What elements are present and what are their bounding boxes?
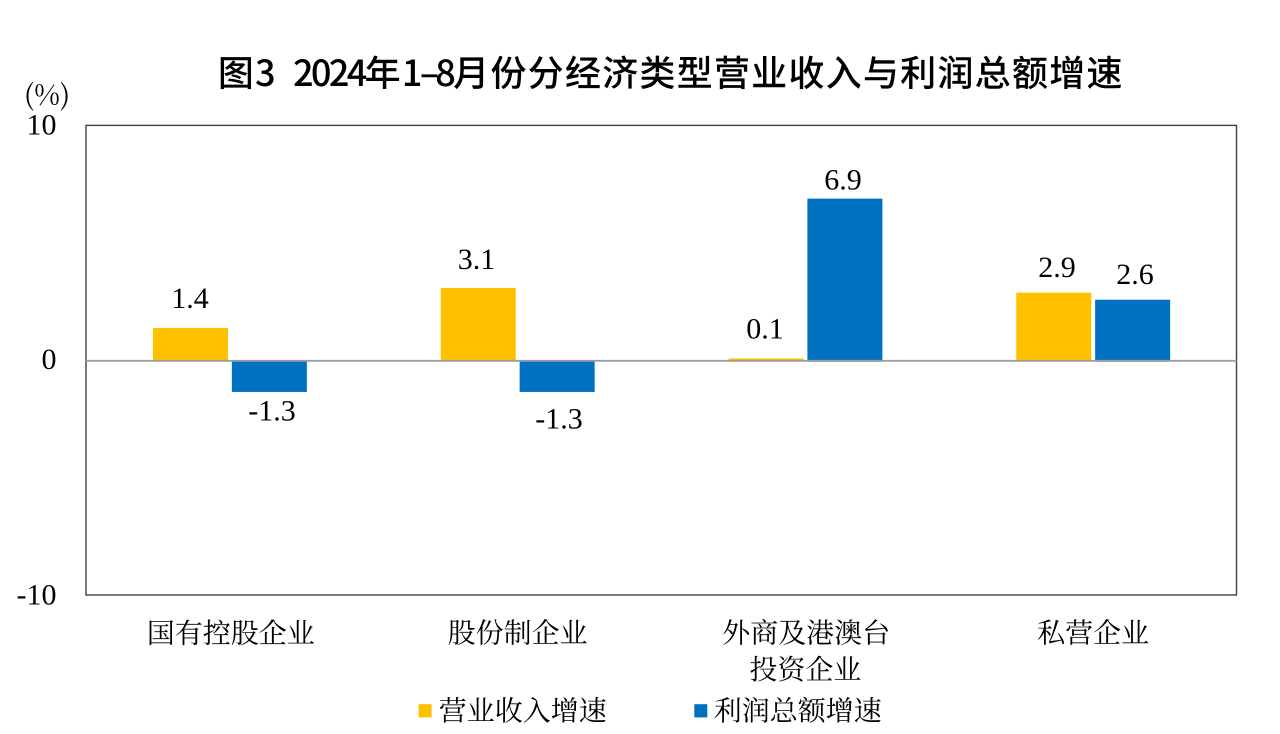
svg-text:6.9: 6.9 (824, 164, 862, 197)
svg-text:2.9: 2.9 (1038, 251, 1076, 284)
svg-text:0: 0 (42, 343, 57, 376)
svg-text:10: 10 (27, 109, 57, 142)
svg-text:1.4: 1.4 (171, 282, 209, 315)
svg-text:2.6: 2.6 (1116, 258, 1154, 291)
svg-text:-10: -10 (17, 579, 57, 612)
svg-text:-1.3: -1.3 (248, 395, 296, 428)
svg-text:-1.3: -1.3 (535, 403, 583, 436)
svg-text:3.1: 3.1 (458, 243, 496, 276)
svg-text:0.1: 0.1 (746, 313, 784, 346)
